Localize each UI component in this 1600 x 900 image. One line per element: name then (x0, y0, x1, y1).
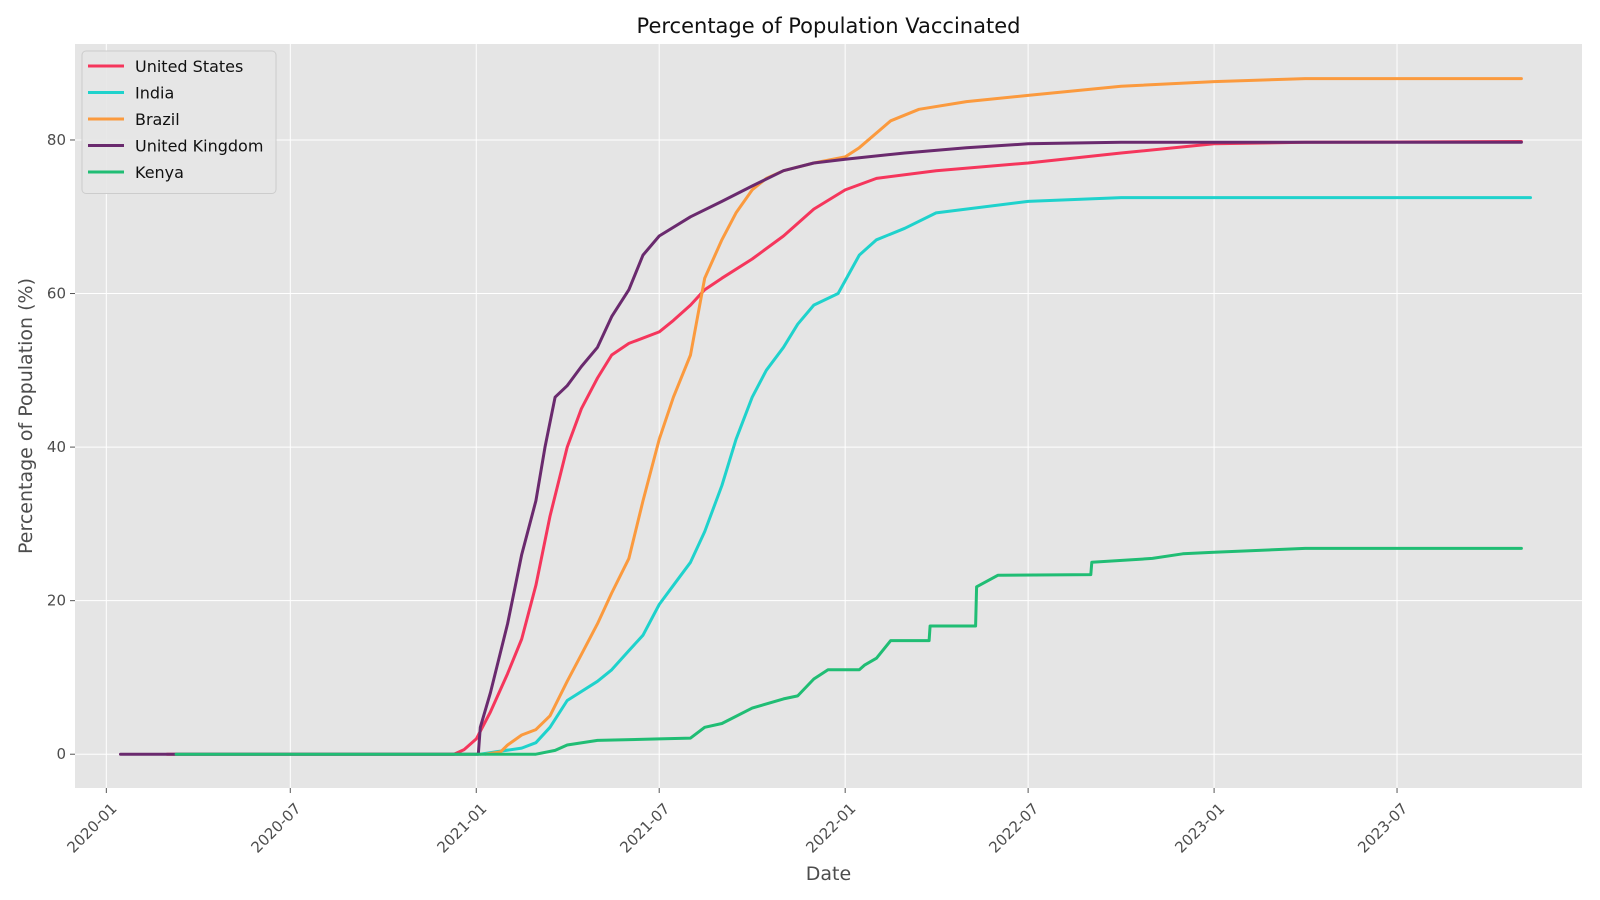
y-tick-label: 80 (47, 131, 66, 149)
x-tick-label: 2021-07 (616, 800, 673, 857)
series-line-1 (478, 196, 1532, 756)
legend-label-1: India (135, 84, 174, 103)
legend: United States India Brazil United Kingdom Ke… (81, 50, 277, 194)
legend-label-2: Brazil (135, 110, 180, 129)
x-axis-label: Date (806, 863, 851, 885)
x-tick-label: 2020-07 (247, 800, 304, 857)
series-line-3 (119, 140, 1523, 756)
x-tick-label: 2023-07 (1354, 800, 1411, 857)
legend-label-3: United Kingdom (135, 137, 263, 156)
x-tick-label: 2023-01 (1171, 800, 1228, 857)
plot-area (75, 44, 1582, 788)
legend-label-0: United States (135, 57, 243, 76)
y-tick-label: 40 (47, 438, 66, 456)
y-tick-label: 60 (47, 285, 66, 303)
x-tick-label: 2022-07 (985, 800, 1042, 857)
y-axis-label: Percentage of Population (%) (15, 278, 37, 554)
chart-title: Percentage of Population Vaccinated (637, 14, 1021, 38)
series-line-2 (483, 77, 1523, 756)
y-tick-label: 20 (47, 592, 66, 610)
y-tick-label: 0 (56, 745, 66, 763)
x-tick-label: 2021-01 (433, 800, 490, 857)
series-lines (119, 77, 1532, 756)
legend-label-4: Kenya (135, 163, 184, 182)
x-tick-label: 2020-01 (64, 800, 121, 857)
series-line-4 (174, 546, 1523, 756)
series-line-0 (165, 140, 1523, 756)
legend-box (81, 50, 277, 194)
x-tick-label: 2022-01 (802, 800, 859, 857)
